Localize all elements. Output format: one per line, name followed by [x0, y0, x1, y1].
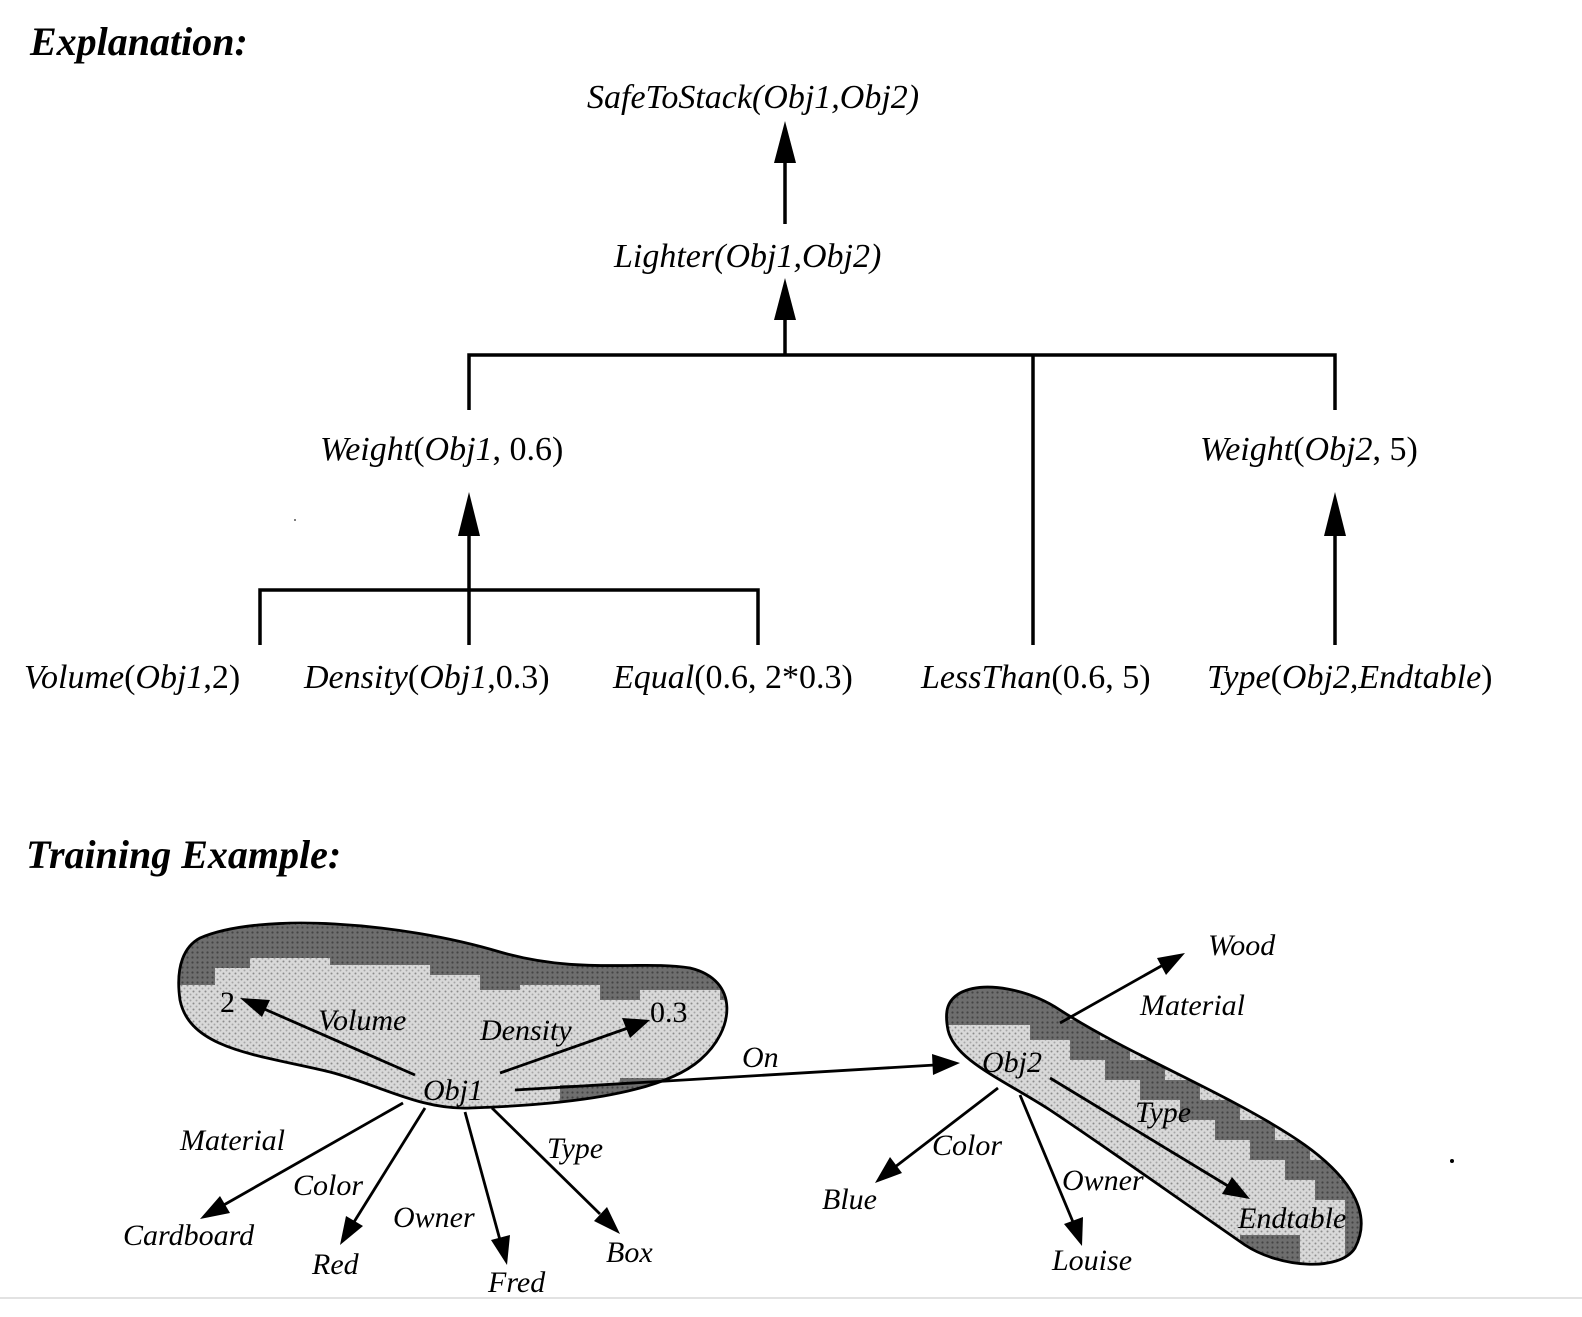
arrow-lighter-to-safetostack	[774, 121, 796, 224]
node-type: Type(Obj2,Endtable)	[1207, 659, 1493, 696]
node-type-pred: Type	[1207, 659, 1271, 696]
node-lighter-args: (Obj1,Obj2)	[714, 238, 881, 275]
bracket-lighter-children	[467, 278, 1337, 645]
node-weight-obj2-open: (	[1293, 431, 1304, 468]
node-lighter: Lighter(Obj1,Obj2)	[613, 238, 881, 275]
node-lighter-pred: Lighter	[613, 238, 715, 275]
target-box: Box	[606, 1236, 653, 1269]
node-weight-obj2: Weight(Obj2, 5)	[1200, 431, 1418, 468]
training-heading: Training Example:	[26, 832, 341, 877]
target-wood: Wood	[1208, 929, 1276, 962]
node-volume: Volume(Obj1,2)	[24, 659, 240, 696]
edge-density-label: Density	[479, 1014, 572, 1047]
node-volume-open: (	[124, 659, 135, 696]
obj2-edge-type-label: Type	[1135, 1096, 1191, 1129]
node-weight-obj2-pred: Weight	[1200, 431, 1295, 468]
obj2-edge-color-label: Color	[932, 1129, 1002, 1162]
target-blue: Blue	[822, 1183, 877, 1216]
target-cardboard: Cardboard	[123, 1219, 255, 1252]
node-weight-obj2-rest: , 5)	[1373, 431, 1418, 468]
edge-color-label: Color	[293, 1169, 363, 1202]
target-fred: Fred	[487, 1266, 546, 1299]
node-type-obj: Obj2,Endtable	[1282, 659, 1481, 696]
volume-value: 2	[220, 986, 235, 1019]
obj1-edges	[200, 998, 960, 1265]
node-type-close: )	[1481, 659, 1492, 696]
node-density-open: (	[408, 659, 419, 696]
node-density-pred: Density	[303, 659, 409, 696]
node-volume-obj: Obj1	[135, 659, 203, 696]
obj2-edge-material-label: Material	[1139, 989, 1245, 1022]
node-weight-obj1: Weight(Obj1, 0.6)	[320, 431, 563, 468]
arrow-type-to-weight-obj2	[1324, 492, 1346, 645]
node-equal: Equal(0.6, 2*0.3)	[612, 659, 853, 696]
edge-on-label: On	[742, 1041, 779, 1074]
edge-type-label: Type	[547, 1132, 603, 1165]
bottom-edge-rule	[0, 1297, 1582, 1299]
node-volume-pred: Volume	[24, 659, 124, 696]
edge-volume-label: Volume	[318, 1004, 406, 1037]
node-weight-obj1-pred: Weight	[320, 431, 415, 468]
density-value: 0.3	[650, 996, 688, 1029]
node-weight-obj1-open: (	[413, 431, 424, 468]
target-endtable: Endtable	[1237, 1202, 1346, 1235]
node-weight-obj1-rest: , 0.6)	[493, 431, 564, 468]
speck-dot	[1450, 1159, 1454, 1163]
node-lessthan: LessThan(0.6, 5)	[920, 659, 1151, 696]
target-louise: Louise	[1051, 1244, 1132, 1277]
explanation-heading: Explanation:	[29, 19, 248, 64]
node-weight-obj1-obj: Obj1	[425, 431, 493, 468]
node-type-open: (	[1271, 659, 1282, 696]
node-volume-rest: ,2)	[203, 659, 240, 696]
node-safetostack: SafeToStack(Obj1,Obj2)	[587, 79, 919, 116]
obj2-edges	[875, 953, 1250, 1246]
edge-material-label: Material	[179, 1124, 285, 1157]
obj2-blob	[945, 985, 1363, 1266]
edge-owner-label: Owner	[393, 1201, 475, 1234]
node-density-obj: Obj1	[419, 659, 487, 696]
obj2-edge-owner-label: Owner	[1062, 1164, 1144, 1197]
node-density: Density(Obj1,0.3)	[303, 659, 550, 696]
node-weight-obj2-obj: Obj2	[1305, 431, 1373, 468]
target-red: Red	[311, 1248, 360, 1281]
node-equal-args: (0.6, 2*0.3)	[694, 659, 853, 696]
bracket-weight-obj1-children	[258, 492, 760, 645]
node-lessthan-args: (0.6, 5)	[1051, 659, 1150, 696]
obj2-label: Obj2	[982, 1046, 1042, 1079]
node-equal-pred: Equal	[612, 659, 694, 696]
node-density-rest: ,0.3)	[487, 659, 549, 696]
node-safetostack-pred: SafeToStack	[587, 79, 753, 116]
speck-dot-2	[294, 519, 296, 521]
node-lessthan-pred: LessThan	[920, 659, 1051, 696]
node-safetostack-args: (Obj1,Obj2)	[752, 79, 919, 116]
obj1-label: Obj1	[423, 1074, 483, 1107]
